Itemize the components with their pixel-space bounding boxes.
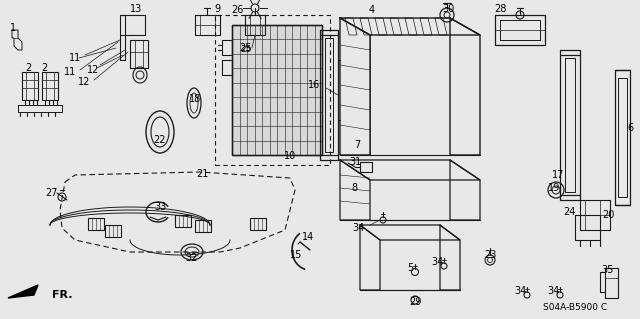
Text: 27: 27 [45,188,58,198]
Text: 34: 34 [353,223,365,233]
Text: 13: 13 [130,4,142,14]
Bar [232,25,322,155]
Text: 22: 22 [154,135,166,145]
Text: 1: 1 [10,23,16,33]
Text: 34: 34 [548,286,560,296]
Text: 29: 29 [409,297,421,307]
Bar [175,215,191,227]
Text: 20: 20 [602,210,614,220]
Text: 25: 25 [240,43,252,53]
Bar [250,218,266,230]
Polygon shape [8,285,38,298]
Text: 4: 4 [369,5,375,15]
Text: 11: 11 [64,67,76,77]
Text: 35: 35 [602,265,614,275]
Text: 18: 18 [189,94,201,104]
Text: 19: 19 [548,183,560,193]
Bar [215,15,330,165]
Text: 28: 28 [494,4,506,14]
Text: 30: 30 [442,4,454,14]
Text: 34: 34 [432,257,444,267]
Bar [105,225,121,237]
Text: 16: 16 [308,80,320,90]
Text: 26: 26 [231,5,243,15]
Text: 15: 15 [290,250,302,260]
Text: 33: 33 [154,202,166,212]
Text: 23: 23 [484,250,496,260]
Bar [195,220,211,232]
Text: FR.: FR. [52,290,72,300]
Text: 12: 12 [87,65,99,75]
Text: 17: 17 [552,170,564,180]
Text: 9: 9 [214,4,220,14]
Text: 11: 11 [69,53,81,63]
Text: 2: 2 [25,63,31,73]
Text: 32: 32 [186,253,198,263]
Text: 2: 2 [41,63,47,73]
Text: S04A-B5900 C: S04A-B5900 C [543,303,607,313]
Text: 10: 10 [284,151,296,161]
Text: 25: 25 [240,46,252,55]
Text: 7: 7 [354,140,360,150]
Text: 24: 24 [564,207,576,217]
Text: 31: 31 [349,157,362,167]
Bar [88,218,104,230]
Text: 5: 5 [407,263,413,273]
Text: 34: 34 [515,286,527,296]
Text: 21: 21 [196,169,208,179]
Text: 14: 14 [302,232,314,242]
Text: 8: 8 [352,183,358,193]
Text: 12: 12 [77,77,90,87]
Bar [232,25,322,155]
Text: 6: 6 [627,123,633,133]
